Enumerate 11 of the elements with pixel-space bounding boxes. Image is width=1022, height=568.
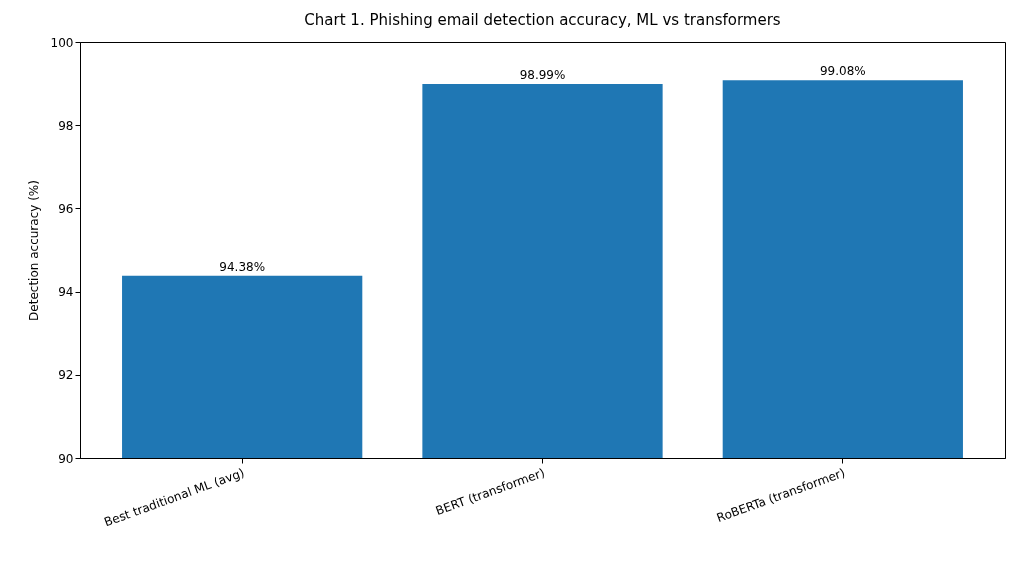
y-tick-label: 98: [58, 118, 74, 133]
data-label: 94.38%: [219, 259, 266, 274]
y-tick-label: 100: [50, 35, 74, 50]
data-label: 98.99%: [519, 68, 566, 83]
y-tick-label: 94: [58, 285, 74, 300]
data-label: 99.08%: [819, 64, 866, 79]
y-tick-label: 96: [58, 201, 74, 216]
y-tick-label: 92: [58, 368, 74, 383]
y-axis-title: Detection accuracy (%): [26, 180, 41, 321]
y-tick-label: 90: [58, 451, 74, 466]
chart-title: Chart 1. Phishing email detection accuracy, ML vs transformers: [304, 11, 781, 29]
